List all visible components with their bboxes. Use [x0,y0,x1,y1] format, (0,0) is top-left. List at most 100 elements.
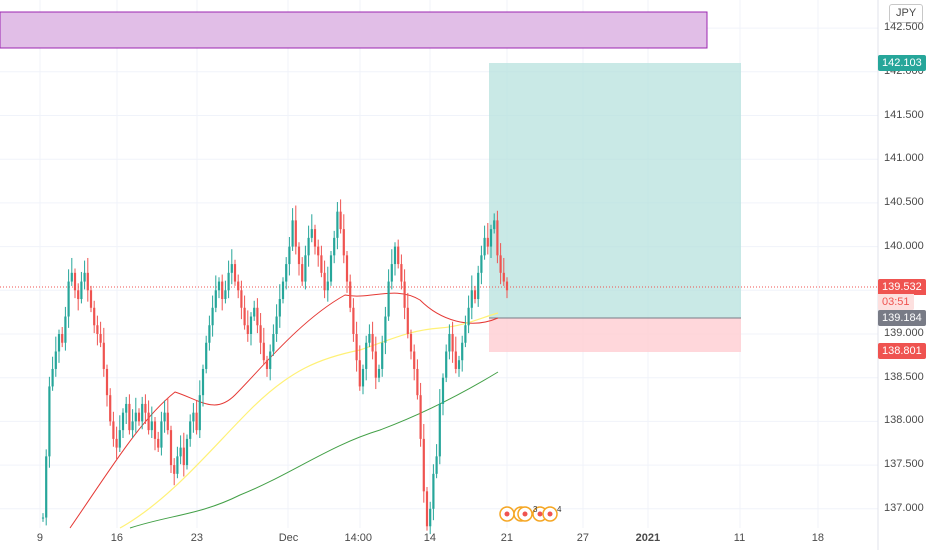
candle-body [355,334,358,361]
candle-body [304,255,307,282]
candle-body [336,211,339,238]
candle-body [409,334,413,352]
candle-body [173,465,176,474]
candle-body [205,342,208,369]
target-profit-zone[interactable] [489,63,741,318]
event-count: 3 [533,505,538,514]
candle-body [198,395,201,431]
candle-body [275,316,278,334]
stop-price-tag: 138.801 [878,343,926,359]
candle-body [438,403,441,457]
candle-body [105,368,109,396]
candle-body [400,264,403,282]
candle-body [102,342,105,369]
candle-body [77,290,80,300]
candle-body [413,351,416,369]
price-axis-label: 138.000 [884,414,924,427]
candle-body [422,438,425,492]
time-axis-label: 2021 [635,532,661,544]
candle-body [83,272,86,282]
candle-body [256,307,259,326]
candle-body [259,325,262,343]
candle-body [489,229,493,247]
candle-body [441,377,445,404]
time-axis-label: 14:00 [344,532,373,544]
candle-body [169,430,173,466]
candle-body [96,325,99,334]
candle-body [457,360,461,369]
candle-body [57,334,61,352]
candle-body [45,456,48,518]
candle-body [352,307,355,334]
candle-body [144,403,147,413]
price-axis-label: 141.500 [884,108,924,121]
candle-body [217,281,221,291]
candle-body [237,281,240,291]
candle-body [73,272,77,291]
time-axis-label: 14 [423,532,437,544]
candle-body [416,368,419,396]
candle-body [176,456,179,474]
candlesticks [41,199,509,535]
event-count: 4 [557,505,562,514]
candle-body [150,421,153,431]
candle-body [93,307,96,326]
candle-body [473,290,477,300]
economic-event-icon[interactable] [499,506,515,522]
candle-body [147,412,150,431]
candle-body [163,412,166,422]
candle-body [227,272,230,291]
candle-body [182,447,185,466]
candle-body [224,290,227,300]
candle-body [214,290,217,308]
price-axis-label: 139.000 [884,327,924,339]
candle-body [112,421,115,439]
candle-body [125,403,128,413]
currency-label[interactable]: JPY [889,4,924,23]
candle-body [371,334,374,352]
uk-flag-icon[interactable] [517,506,533,522]
candle-body [445,351,448,378]
candle-body [230,264,233,273]
candle-body [297,246,301,265]
candle-body [345,255,349,282]
candle-body [451,334,454,352]
candle-body [115,438,118,448]
candle-body [467,307,470,326]
candle-body [349,281,352,308]
candle-body [195,412,198,431]
candle-body [208,325,211,343]
candle-body [61,334,64,343]
candle-body [470,290,473,308]
candle-body [269,351,272,369]
economic-event-icon[interactable] [542,506,558,522]
candle-body [381,342,384,369]
candle-body [320,255,323,273]
candle-body [179,447,182,457]
time-axis-label: 18 [811,532,825,544]
candle-body [358,360,361,387]
candle-body [233,264,237,282]
candle-body [192,412,195,422]
stop-loss-zone[interactable] [489,318,741,352]
candle-body [288,246,291,265]
candle-body [377,368,381,378]
candle-body [137,412,141,422]
candle-body [493,220,496,230]
candle-body [483,237,486,256]
price-axis-label: 137.500 [884,458,924,471]
candle-body [99,334,102,343]
supply-zone-rectangle[interactable] [0,11,708,49]
candle-body [502,272,505,282]
candle-body [265,360,269,369]
candle-body [390,264,393,282]
candle-body [480,255,483,273]
candle-body [323,272,326,291]
time-axis-label: Dec [278,532,299,544]
candle-body [272,334,275,352]
candle-body [339,211,342,230]
candle-body [419,395,422,439]
ma-yellow-line [119,312,499,529]
